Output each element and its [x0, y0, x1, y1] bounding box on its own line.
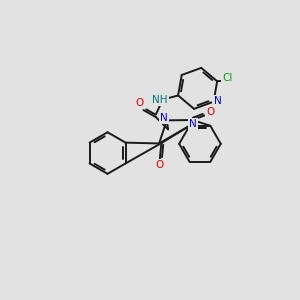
Text: O: O: [156, 160, 164, 170]
Text: O: O: [136, 98, 144, 108]
Text: O: O: [206, 107, 214, 117]
Text: N: N: [160, 113, 168, 123]
Text: N: N: [189, 119, 196, 129]
Text: N: N: [214, 96, 221, 106]
Text: Cl: Cl: [222, 73, 232, 82]
Text: NH: NH: [152, 95, 167, 105]
